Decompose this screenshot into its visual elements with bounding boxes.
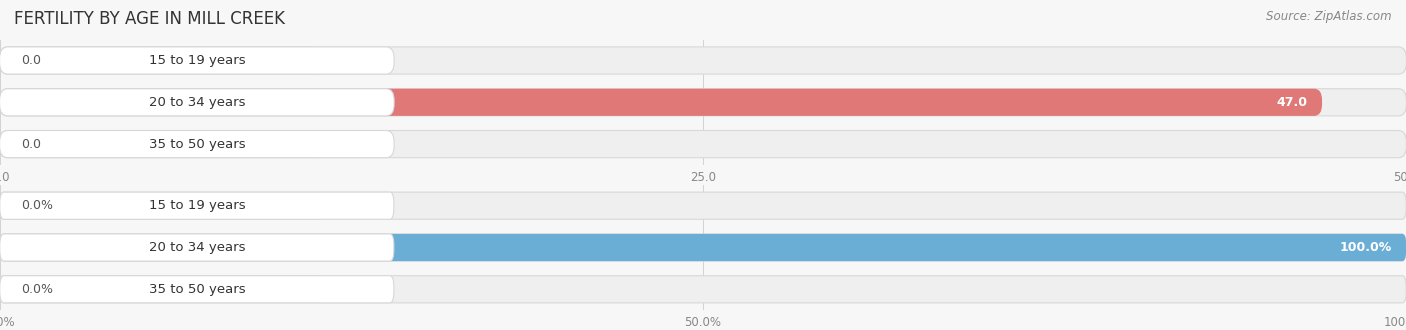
Text: 20 to 34 years: 20 to 34 years xyxy=(149,241,245,254)
FancyBboxPatch shape xyxy=(0,234,394,261)
Text: 47.0: 47.0 xyxy=(1277,96,1308,109)
Text: Source: ZipAtlas.com: Source: ZipAtlas.com xyxy=(1267,10,1392,23)
Text: 0.0%: 0.0% xyxy=(21,199,53,212)
Text: 35 to 50 years: 35 to 50 years xyxy=(149,138,245,150)
FancyBboxPatch shape xyxy=(0,276,323,303)
Text: 100.0%: 100.0% xyxy=(1340,241,1392,254)
Text: 0.0: 0.0 xyxy=(21,138,41,150)
FancyBboxPatch shape xyxy=(0,192,323,219)
FancyBboxPatch shape xyxy=(0,234,1406,261)
FancyBboxPatch shape xyxy=(0,89,1322,116)
FancyBboxPatch shape xyxy=(0,130,1406,158)
Text: 35 to 50 years: 35 to 50 years xyxy=(149,283,245,296)
Text: 20 to 34 years: 20 to 34 years xyxy=(149,96,245,109)
FancyBboxPatch shape xyxy=(0,47,1406,74)
FancyBboxPatch shape xyxy=(0,130,323,158)
FancyBboxPatch shape xyxy=(0,130,394,158)
FancyBboxPatch shape xyxy=(0,47,323,74)
Text: FERTILITY BY AGE IN MILL CREEK: FERTILITY BY AGE IN MILL CREEK xyxy=(14,10,285,28)
Text: 15 to 19 years: 15 to 19 years xyxy=(149,54,245,67)
FancyBboxPatch shape xyxy=(0,47,394,74)
FancyBboxPatch shape xyxy=(0,89,1406,116)
FancyBboxPatch shape xyxy=(0,192,1406,219)
Text: 15 to 19 years: 15 to 19 years xyxy=(149,199,245,212)
FancyBboxPatch shape xyxy=(0,276,394,303)
FancyBboxPatch shape xyxy=(0,276,1406,303)
FancyBboxPatch shape xyxy=(0,234,1406,261)
Text: 0.0: 0.0 xyxy=(21,54,41,67)
Text: 0.0%: 0.0% xyxy=(21,283,53,296)
FancyBboxPatch shape xyxy=(0,192,394,219)
FancyBboxPatch shape xyxy=(0,89,394,116)
